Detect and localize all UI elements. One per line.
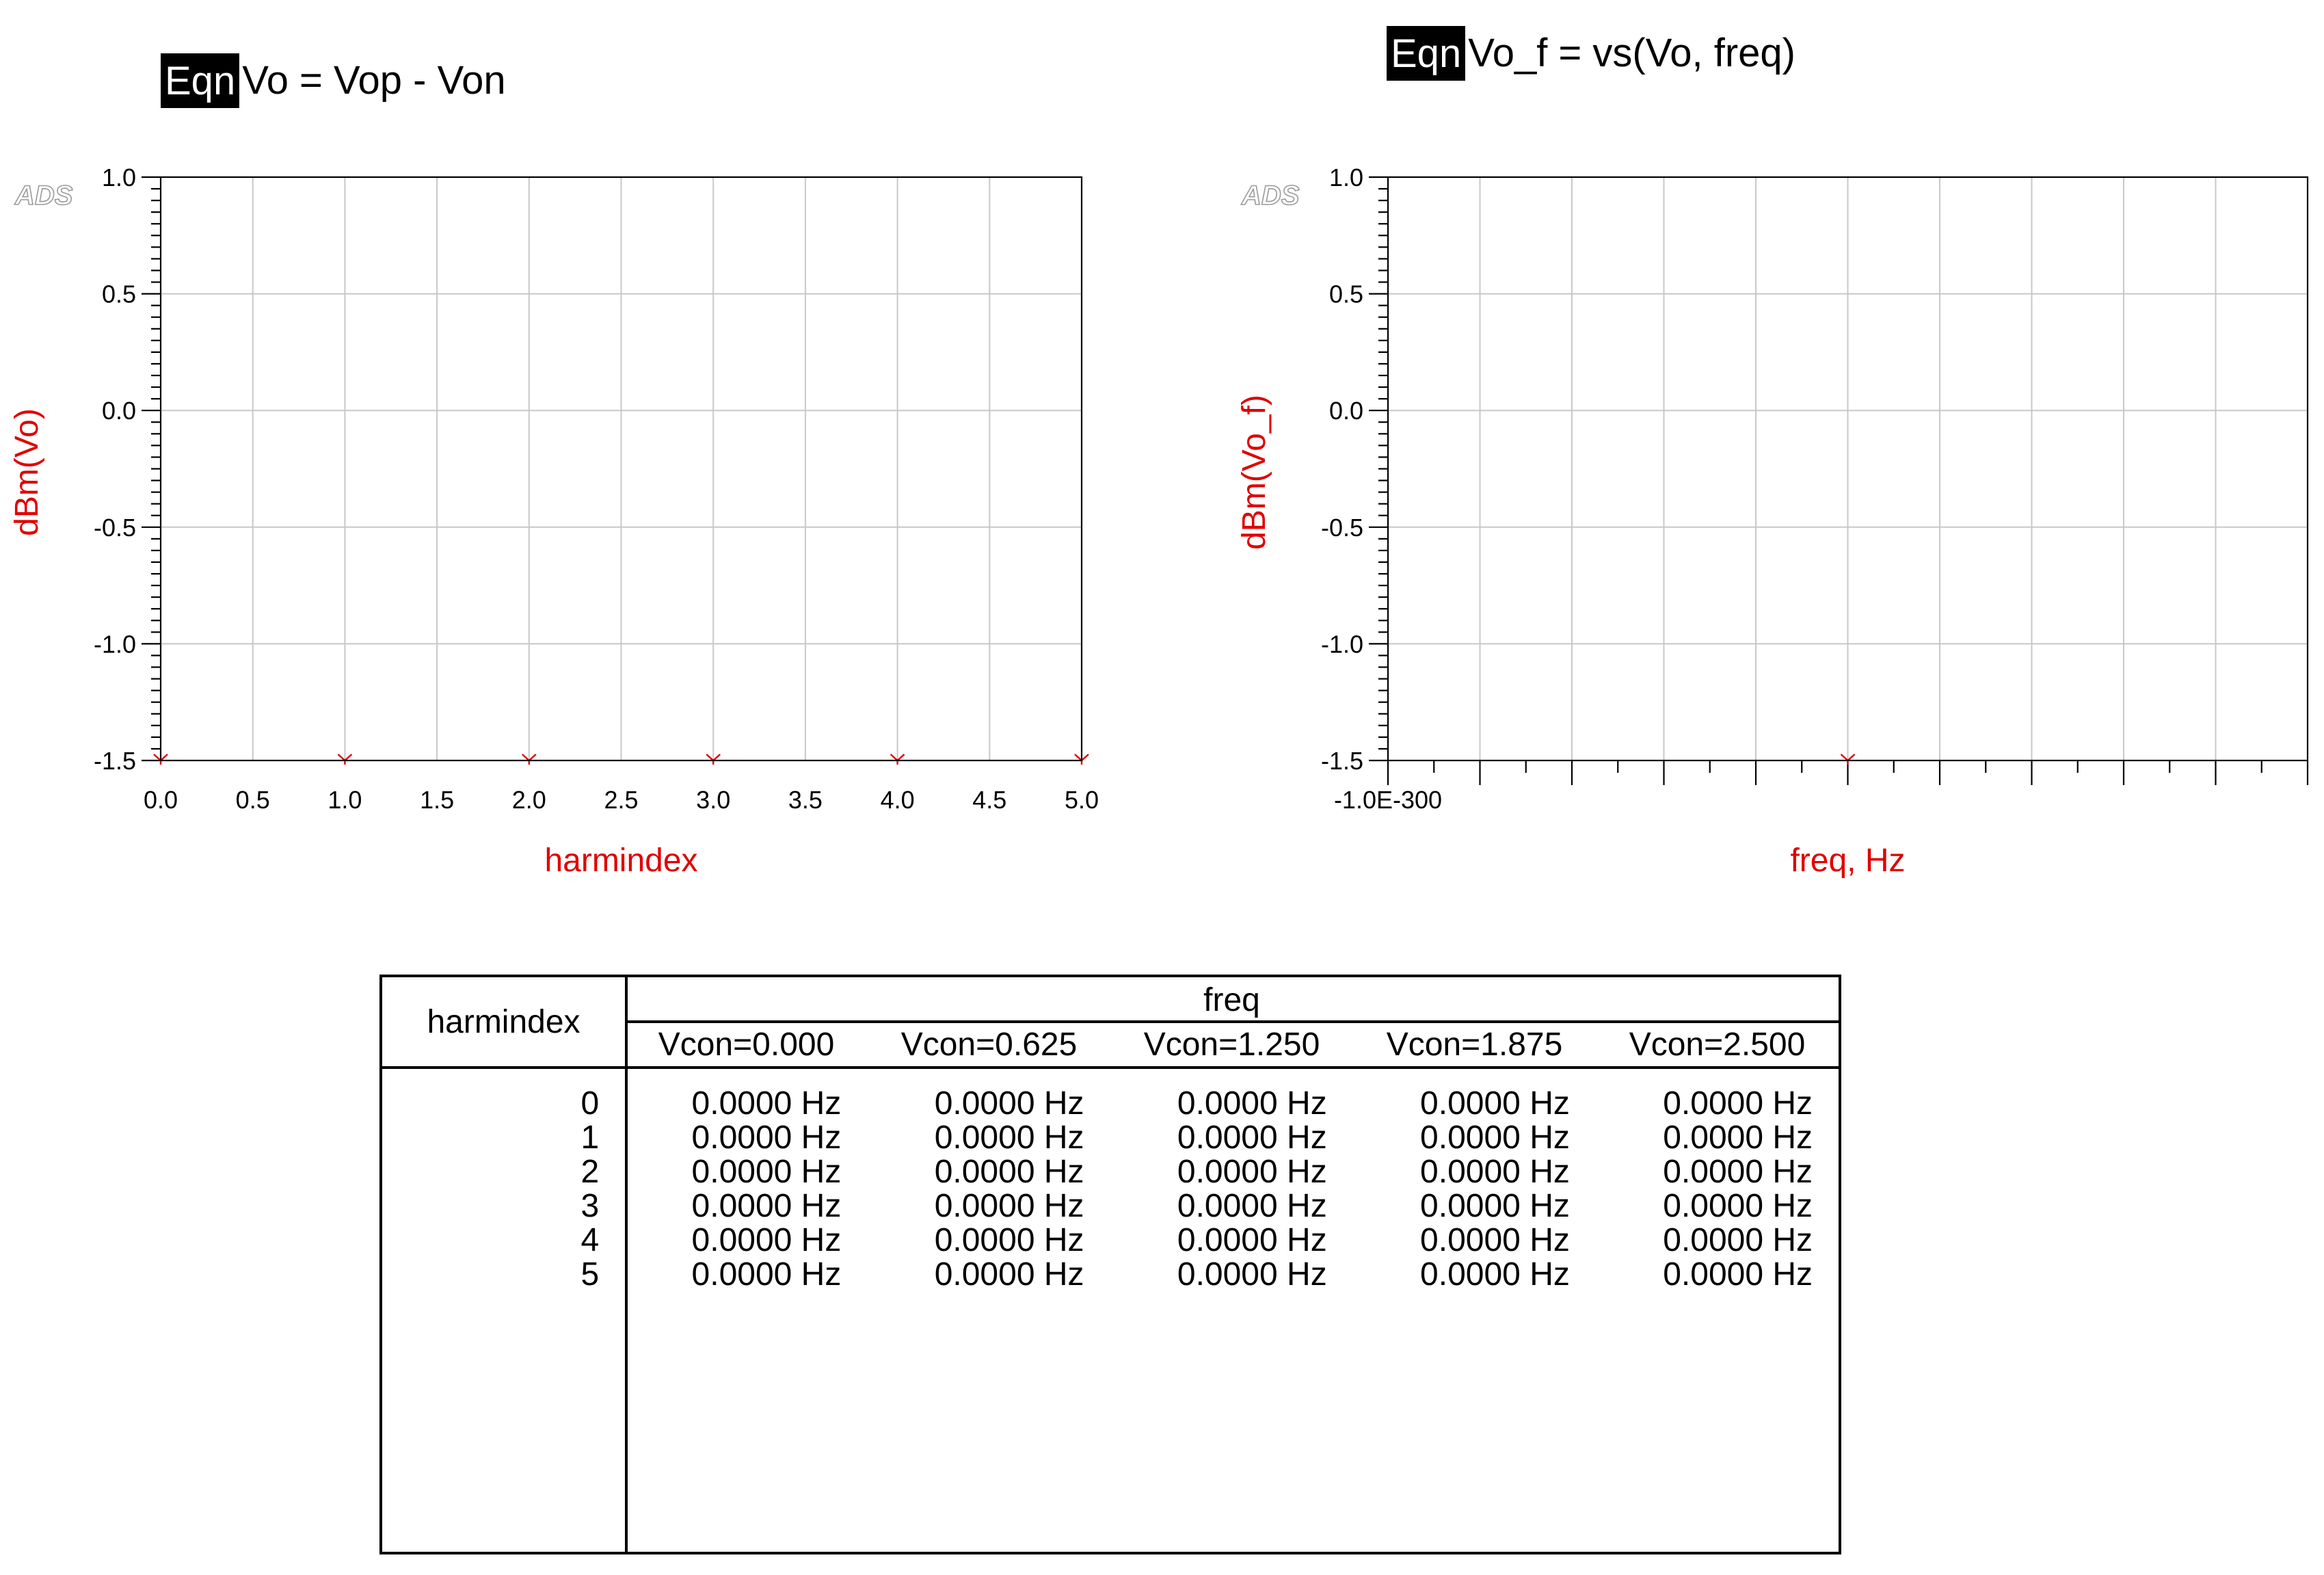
table-cell: 0.0000 Hz — [1420, 1154, 1570, 1190]
table-cell: 0.0000 Hz — [1177, 1085, 1327, 1122]
table-divider — [382, 1066, 1839, 1069]
group-header: freq — [1203, 982, 1260, 1018]
x-tick-label: 0.0 — [144, 786, 178, 814]
table-divider — [625, 977, 628, 1552]
x-tick-label: 4.5 — [972, 786, 1006, 814]
table-row: 1 0.0000 Hz 0.0000 Hz 0.0000 Hz 0.0000 H… — [382, 1121, 1839, 1155]
column-headers: Vcon=0.000 Vcon=0.625 Vcon=1.250 Vcon=1.… — [625, 1024, 1839, 1066]
table-body: 0 0.0000 Hz 0.0000 Hz 0.0000 Hz 0.0000 H… — [382, 1087, 1839, 1292]
column-header: Vcon=1.875 — [1386, 1027, 1563, 1063]
y-tick-label: -1.0 — [1321, 630, 1363, 658]
x-tick-label: 4.0 — [881, 786, 915, 814]
table-cell: 0.0000 Hz — [1420, 1188, 1570, 1224]
table-cell: 0.0000 Hz — [934, 1222, 1084, 1258]
table-cell: 0.0000 Hz — [1663, 1256, 1813, 1293]
y-tick-label: 1.0 — [1329, 163, 1363, 191]
table-cell: 0.0000 Hz — [934, 1085, 1084, 1122]
table-cell: 0.0000 Hz — [934, 1120, 1084, 1156]
x-tick-label: -1.0E-300 — [1334, 786, 1442, 814]
row-header: harmindex — [427, 1003, 580, 1040]
row-index: 4 — [580, 1222, 600, 1258]
table-cell: 0.0000 Hz — [1177, 1154, 1327, 1190]
y-tick-label: -1.5 — [94, 747, 136, 775]
data-table: harmindex freq Vcon=0.000 Vcon=0.625 Vco… — [379, 975, 1841, 1554]
table-cell: 0.0000 Hz — [1420, 1085, 1570, 1122]
x-tick-label: 5.0 — [1065, 786, 1099, 814]
y-tick-label: 0.5 — [1329, 280, 1363, 308]
x-axis-title: freq, Hz — [1790, 843, 1905, 879]
eqn-tag: Eqn — [1387, 26, 1466, 81]
row-index: 3 — [580, 1188, 600, 1224]
row-index: 2 — [580, 1154, 600, 1190]
x-axis-title: harmindex — [544, 843, 697, 879]
equation-vo-f: Eqn Vo_f = vs(Vo, freq) — [1387, 26, 1795, 81]
y-tick-label: 1.0 — [102, 163, 136, 191]
column-header: Vcon=2.500 — [1629, 1027, 1806, 1063]
table-cell: 0.0000 Hz — [1420, 1120, 1570, 1156]
table-cell: 0.0000 Hz — [1420, 1256, 1570, 1293]
column-header: Vcon=1.250 — [1143, 1027, 1320, 1063]
table-cell: 0.0000 Hz — [934, 1256, 1084, 1293]
x-tick-label: 3.0 — [696, 786, 730, 814]
table-cell: 0.0000 Hz — [1177, 1256, 1327, 1293]
row-index: 5 — [580, 1256, 600, 1293]
table-row: 4 0.0000 Hz 0.0000 Hz 0.0000 Hz 0.0000 H… — [382, 1223, 1839, 1258]
table-cell: 0.0000 Hz — [691, 1154, 842, 1190]
plot-frame — [1387, 176, 2309, 762]
charts-canvas: ADS 1.0 0.5 0.0 -0.5 -1.0 -1.5 0.0 0.5 1.0 1.5 2.0 2… — [9, 163, 2309, 879]
table-cell: 0.0000 Hz — [1663, 1085, 1813, 1122]
y-tick-label: -1.5 — [1321, 747, 1363, 775]
table-cell: 0.0000 Hz — [1177, 1120, 1327, 1156]
table-row: 5 0.0000 Hz 0.0000 Hz 0.0000 Hz 0.0000 H… — [382, 1258, 1839, 1292]
table-row: 3 0.0000 Hz 0.0000 Hz 0.0000 Hz 0.0000 H… — [382, 1189, 1839, 1223]
x-tick-label: 1.5 — [420, 786, 454, 814]
table-cell: 0.0000 Hz — [1663, 1120, 1813, 1156]
y-axis-title: dBm(Vo_f) — [1236, 395, 1272, 550]
x-tick-label: 0.5 — [236, 786, 270, 814]
row-index: 1 — [580, 1120, 600, 1156]
table-cell: 0.0000 Hz — [691, 1120, 842, 1156]
table-divider — [625, 1020, 1839, 1023]
table-cell: 0.0000 Hz — [1177, 1222, 1327, 1258]
y-tick-label: -0.5 — [94, 514, 136, 542]
x-tick-label: 2.0 — [512, 786, 546, 814]
y-tick-label: -1.0 — [94, 630, 136, 658]
table-cell: 0.0000 Hz — [691, 1222, 842, 1258]
y-tick-label: 0.0 — [1329, 397, 1363, 425]
column-header: Vcon=0.000 — [658, 1027, 835, 1063]
table-cell: 0.0000 Hz — [1663, 1222, 1813, 1258]
y-axis-title: dBm(Vo) — [9, 408, 45, 536]
table-cell: 0.0000 Hz — [934, 1188, 1084, 1224]
table-cell: 0.0000 Hz — [934, 1154, 1084, 1190]
table-cell: 0.0000 Hz — [691, 1188, 842, 1224]
eqn-tag: Eqn — [161, 53, 240, 108]
ads-logo: ADS — [14, 181, 73, 211]
table-cell: 0.0000 Hz — [1663, 1188, 1813, 1224]
y-tick-label: 0.5 — [102, 280, 136, 308]
y-tick-label: -0.5 — [1321, 514, 1363, 542]
table-cell: 0.0000 Hz — [1663, 1154, 1813, 1190]
x-tick-label: 2.5 — [604, 786, 638, 814]
table-row: 2 0.0000 Hz 0.0000 Hz 0.0000 Hz 0.0000 H… — [382, 1155, 1839, 1189]
table-row: 0 0.0000 Hz 0.0000 Hz 0.0000 Hz 0.0000 H… — [382, 1087, 1839, 1121]
row-index: 0 — [580, 1085, 600, 1122]
plot-frame — [159, 176, 1083, 762]
x-tick-label: 1.0 — [328, 786, 362, 814]
x-tick-label: 3.5 — [788, 786, 823, 814]
table-cell: 0.0000 Hz — [691, 1256, 842, 1293]
table-cell: 0.0000 Hz — [691, 1085, 842, 1122]
equation-vo: Eqn Vo = Vop - Von — [161, 53, 506, 108]
table-cell: 0.0000 Hz — [1177, 1188, 1327, 1224]
table-cell: 0.0000 Hz — [1420, 1222, 1570, 1258]
equation-text: Vo = Vop - Von — [242, 58, 506, 103]
equation-text: Vo_f = vs(Vo, freq) — [1468, 31, 1795, 75]
y-tick-label: 0.0 — [102, 397, 136, 425]
ads-logo: ADS — [1241, 181, 1300, 211]
column-header: Vcon=0.625 — [900, 1027, 1078, 1063]
